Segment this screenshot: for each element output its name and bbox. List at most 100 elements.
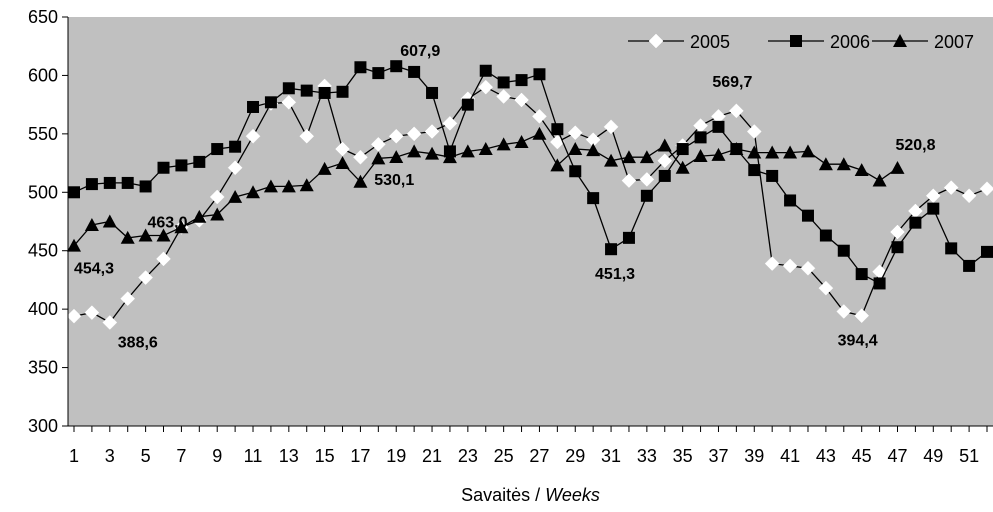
data-point-2006 [694,131,707,144]
series-layer [66,60,993,330]
data-point-2006 [426,86,439,99]
data-label: 454,3 [74,261,114,278]
data-point-2006 [68,186,80,199]
data-point-2006 [211,143,224,156]
legend: 2005 2006 2007 [628,32,974,52]
data-point-2007 [460,144,475,158]
x-tick-label: 21 [422,446,442,466]
data-point-2007 [407,144,422,158]
plot-area [68,17,993,426]
data-point-2006 [784,194,797,207]
data-point-2007 [353,174,368,188]
data-point-2005 [764,256,780,271]
legend-item-2006: 2006 [768,32,870,52]
data-point-2007 [657,138,672,152]
data-point-2005 [353,149,368,165]
data-point-2006 [193,155,206,168]
data-label: 394,4 [838,333,878,350]
data-point-2007 [514,135,529,148]
x-tick-label: 47 [887,446,907,466]
data-point-2007 [371,151,386,165]
data-point-2007 [156,228,171,242]
data-label: 520,8 [895,137,935,154]
data-point-2005 [424,124,440,139]
x-tick-label: 49 [923,446,943,466]
data-point-2007 [228,189,243,203]
data-label: 530,1 [374,172,414,189]
x-tick-label: 19 [386,446,406,466]
x-tick-label: 45 [852,446,872,466]
data-point-2007 [639,150,654,164]
y-tick-label: 300 [28,416,58,436]
data-point-2005 [514,92,529,108]
data-point-2006 [139,180,152,193]
data-point-2005 [156,251,171,267]
data-point-2005 [299,128,315,144]
data-point-2007 [747,145,762,159]
data-point-2005 [979,181,993,197]
data-point-2006 [336,85,349,98]
data-point-2005 [406,126,422,142]
data-point-2006 [229,140,242,153]
data-point-2007 [84,218,99,231]
data-point-2006 [801,209,814,222]
data-point-2006 [981,245,993,258]
x-tick-label: 23 [458,446,478,466]
data-point-2007 [425,146,440,160]
legend-item-2005: 2005 [628,32,730,52]
data-point-2005 [657,153,673,169]
data-point-2005 [245,128,261,144]
data-point-2007 [299,178,314,192]
data-point-2006 [927,202,940,215]
data-point-2006 [282,82,295,95]
data-point-2007 [210,207,225,221]
data-point-2006 [766,169,779,182]
data-point-2006 [748,164,761,177]
data-point-2007 [496,137,511,151]
data-point-2006 [121,176,134,189]
y-tick-label: 600 [28,65,58,85]
x-tick-label: 37 [708,446,728,466]
series-line-2006 [73,65,988,285]
legend-marker-2006 [790,35,802,47]
x-tick-label: 43 [816,446,836,466]
data-point-2007 [783,145,798,159]
data-point-2006 [300,84,313,97]
data-point-2007 [818,157,833,171]
data-point-2007 [281,179,296,193]
data-point-2006 [855,268,868,281]
data-point-2005 [890,224,905,240]
data-point-2007 [102,214,117,228]
data-point-2007 [890,160,905,174]
data-point-2005 [209,189,225,205]
data-point-2005 [854,308,870,324]
data-point-2005 [227,160,243,176]
data-point-2005 [388,128,404,144]
data-point-2007 [192,209,207,223]
data-point-2006 [497,76,510,89]
data-label: 607,9 [400,43,440,60]
data-point-2005 [729,103,744,119]
x-tick-label: 7 [176,446,186,466]
data-point-2006 [640,189,653,202]
legend-marker-2005 [648,33,664,49]
data-point-2007 [729,142,744,155]
data-point-2005 [567,125,583,141]
data-point-2005 [746,124,762,139]
data-point-2007 [800,144,815,158]
data-point-2005 [281,94,297,110]
series-2007 [67,126,905,252]
data-point-2007 [263,179,278,193]
data-point-2007 [568,142,583,155]
data-point-2005 [639,172,655,187]
data-point-2005 [782,258,798,274]
data-point-2006 [569,165,582,178]
x-axis-title: Savaitės / Weeks [461,485,600,505]
data-point-2007 [765,145,780,159]
data-point-2007 [138,228,153,242]
series-line-2005 [73,83,988,324]
data-point-2005 [84,305,100,321]
data-point-2005 [818,280,834,296]
data-point-2007 [389,150,404,164]
